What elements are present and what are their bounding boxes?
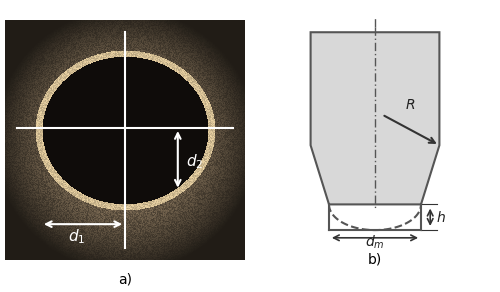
Text: $d_m$: $d_m$ <box>365 234 385 251</box>
Polygon shape <box>310 32 440 204</box>
Text: $R$: $R$ <box>405 98 415 112</box>
Text: $h$: $h$ <box>436 210 446 225</box>
Text: $d_2$: $d_2$ <box>186 152 204 171</box>
Text: $d_1$: $d_1$ <box>68 227 86 246</box>
Text: b): b) <box>368 252 382 266</box>
Text: a): a) <box>118 272 132 286</box>
